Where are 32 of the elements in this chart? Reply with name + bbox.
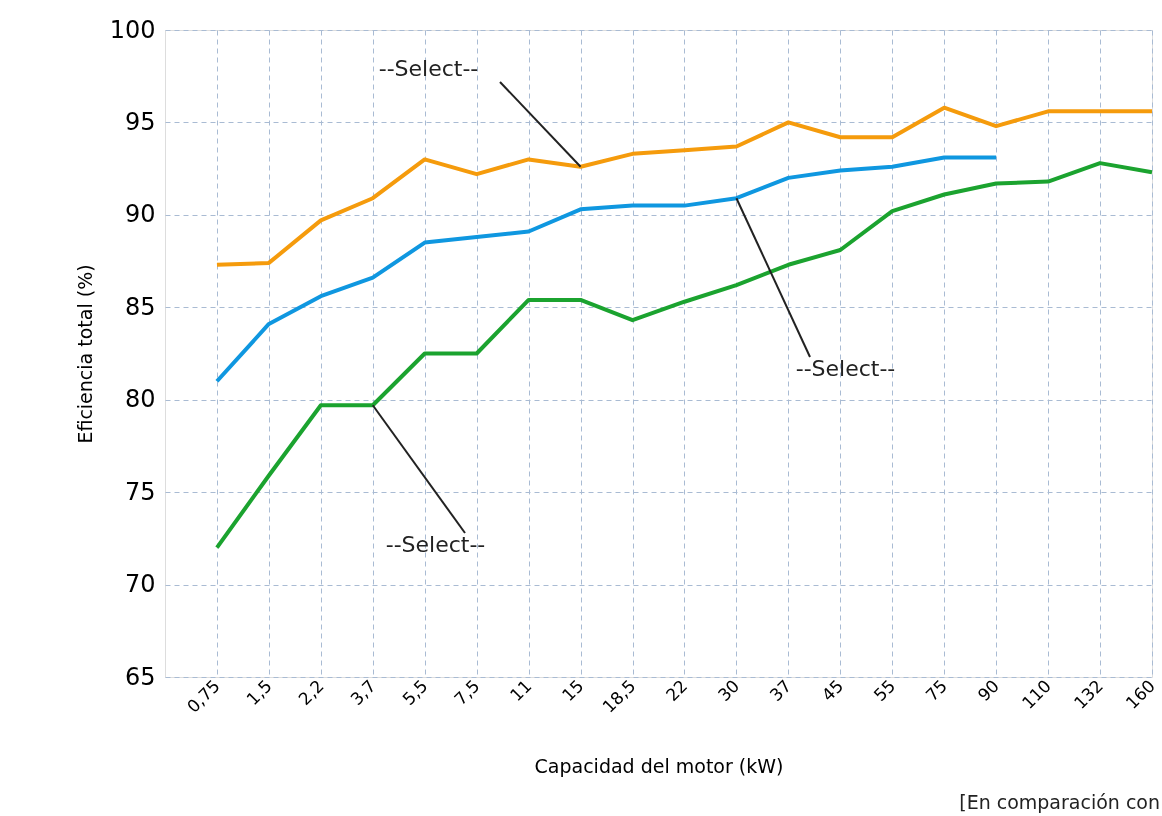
annotation: --Select-- bbox=[385, 532, 486, 557]
line-series bbox=[214, 161, 1154, 550]
x-tick-label: 1,5 bbox=[242, 675, 276, 709]
annotation: --Select-- bbox=[795, 355, 896, 381]
x-tick-label: 11 bbox=[506, 675, 536, 706]
y-tick-label: 70 bbox=[124, 570, 156, 599]
x-tick-label: 30 bbox=[713, 675, 744, 706]
annotation: --Select-- bbox=[378, 56, 479, 81]
x-tick-label: 132 bbox=[1069, 675, 1107, 713]
y-tick-label: 80 bbox=[124, 385, 156, 414]
x-tick-label: 22 bbox=[661, 675, 692, 706]
x-tick-label: 37 bbox=[765, 675, 796, 706]
x-tick-label: 90 bbox=[973, 675, 1004, 706]
y-tick-label: 85 bbox=[124, 292, 156, 321]
y-tick-label: 75 bbox=[124, 477, 156, 506]
y-tick-label: 65 bbox=[124, 662, 156, 691]
x-tick-label: 45 bbox=[817, 675, 848, 706]
x-tick-label: 15 bbox=[558, 675, 588, 706]
x-axis-title: Capacidad del motor (kW) bbox=[534, 754, 784, 777]
x-tick-label: 3,7 bbox=[346, 675, 380, 709]
y-axis-title: Eficiencia total (%) bbox=[73, 264, 96, 444]
y-tick-label: 100 bbox=[109, 15, 156, 44]
x-tick-label: 55 bbox=[869, 675, 900, 706]
y-tick-label: 95 bbox=[124, 107, 156, 136]
y-tick-label: 90 bbox=[124, 200, 156, 229]
line-series bbox=[214, 155, 999, 384]
x-tick-label: 2,2 bbox=[294, 675, 328, 709]
text: [En comparación con bbox=[959, 791, 1160, 813]
x-tick-label: 75 bbox=[921, 675, 952, 706]
x-tick-label: 5,5 bbox=[398, 675, 432, 709]
line-series bbox=[214, 105, 1154, 267]
x-tick-label: 7,5 bbox=[450, 675, 484, 709]
